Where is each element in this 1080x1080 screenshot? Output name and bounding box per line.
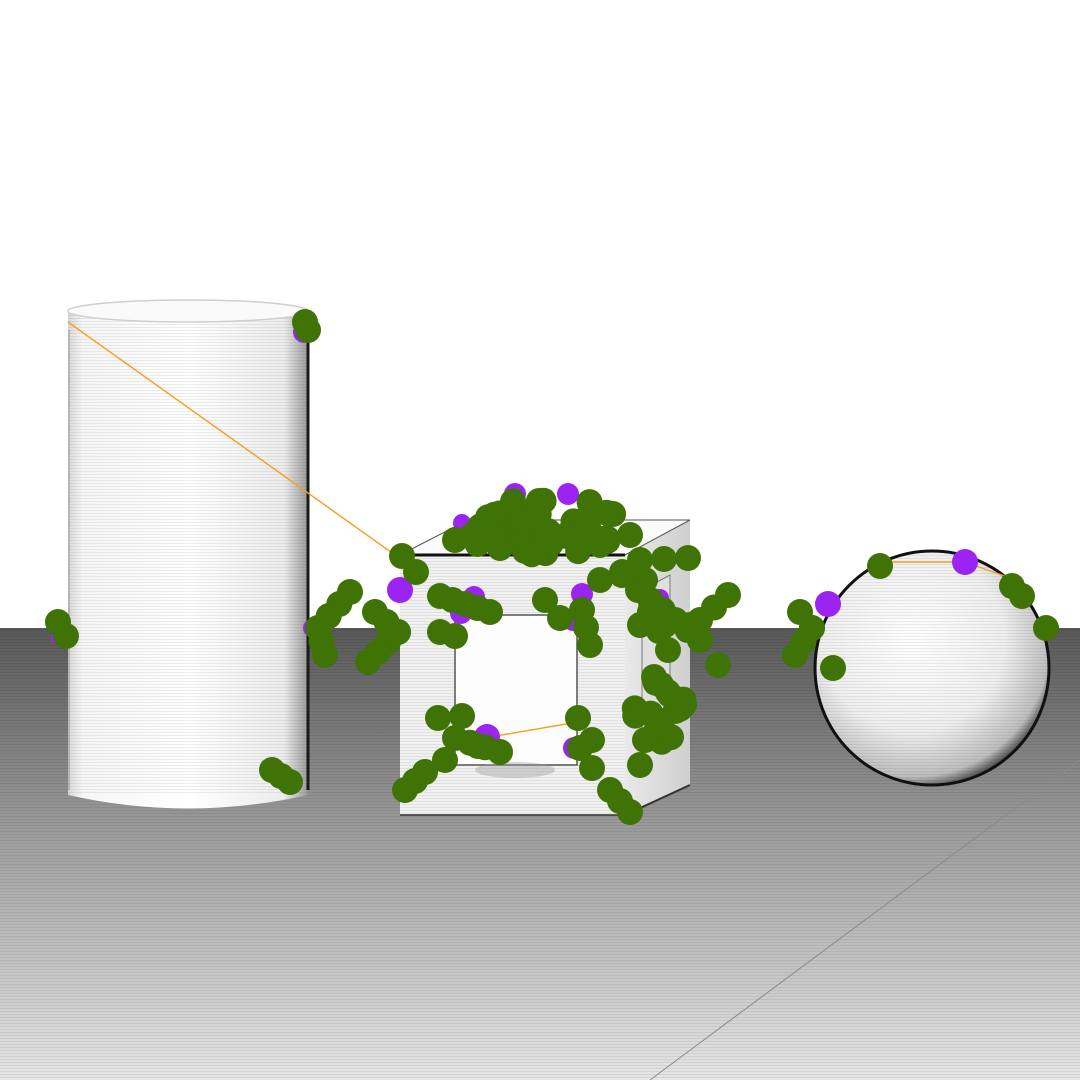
green-marker [648,671,675,698]
green-marker [577,632,603,658]
green-marker [587,532,613,558]
green-marker [1009,583,1035,609]
green-marker [487,739,513,765]
green-marker [464,531,491,557]
green-marker [295,317,321,343]
green-marker [652,612,678,638]
green-marker [593,499,620,526]
green-marker [500,488,527,515]
green-marker [565,705,591,731]
green-marker [617,799,643,825]
green-marker [355,649,381,675]
green-marker [579,755,605,781]
green-marker [412,759,438,785]
green-marker [532,587,558,613]
green-marker [277,769,303,795]
green-marker [537,530,564,557]
green-marker [617,522,643,548]
cylinder [67,299,310,809]
green-markers [45,309,1059,825]
green-marker [705,652,731,678]
green-marker [312,642,338,668]
green-marker [667,695,693,722]
green-marker [477,599,503,625]
green-marker [627,752,653,778]
green-marker [782,642,808,668]
green-marker [432,747,458,773]
green-marker [442,527,468,553]
green-marker [518,541,545,568]
green-marker [442,623,468,649]
green-marker [425,705,451,731]
green-marker [820,655,846,681]
green-marker [53,623,79,649]
green-marker [677,612,703,638]
green-marker [1033,615,1059,641]
green-marker [487,535,513,561]
green-marker [465,733,491,759]
green-marker [651,546,677,572]
green-marker [567,735,593,761]
green-marker [525,488,552,514]
sphere [813,549,1051,787]
green-marker [587,567,613,593]
green-marker [632,727,658,753]
green-marker [574,512,601,539]
green-marker [609,559,635,585]
green-marker [675,545,701,571]
green-marker [403,559,429,585]
green-marker [637,700,664,727]
green-marker [481,501,508,528]
green-marker [867,553,893,579]
green-marker [655,637,681,663]
green-marker [627,612,653,638]
green-marker [547,605,573,631]
green-marker [449,703,475,729]
